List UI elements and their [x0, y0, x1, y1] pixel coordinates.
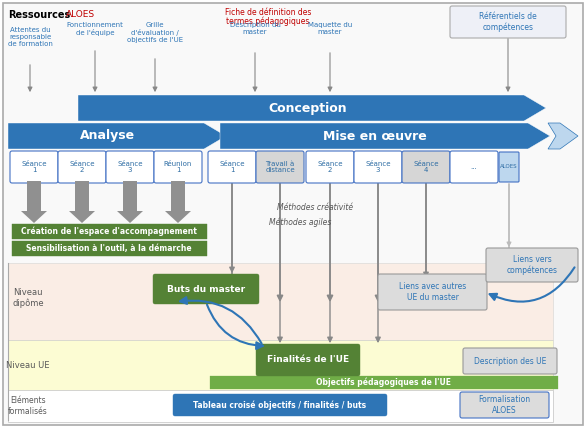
- Text: Mise en œuvre: Mise en œuvre: [323, 130, 427, 143]
- Text: Séance
2: Séance 2: [69, 160, 95, 173]
- Text: Séance
1: Séance 1: [219, 160, 245, 173]
- Text: Séance
4: Séance 4: [413, 160, 439, 173]
- FancyBboxPatch shape: [450, 6, 566, 38]
- Text: Finalités de l'UE: Finalités de l'UE: [267, 356, 349, 365]
- Text: Attentes du
responsable
de formation: Attentes du responsable de formation: [8, 27, 52, 47]
- FancyBboxPatch shape: [208, 151, 256, 183]
- FancyBboxPatch shape: [153, 274, 259, 304]
- Polygon shape: [548, 123, 578, 149]
- Text: Objectifs pédagogiques de l'UE: Objectifs pédagogiques de l'UE: [316, 378, 451, 387]
- Text: Formalisation
ALOES: Formalisation ALOES: [478, 395, 530, 415]
- Bar: [8, 340, 553, 392]
- Bar: [12, 224, 207, 239]
- Text: Tableau croisé objectifs / finalités / buts: Tableau croisé objectifs / finalités / b…: [193, 400, 367, 410]
- Polygon shape: [220, 123, 550, 149]
- FancyBboxPatch shape: [154, 151, 202, 183]
- FancyBboxPatch shape: [460, 392, 549, 418]
- Text: Séance
1: Séance 1: [21, 160, 47, 173]
- Text: Grille
d'évaluation /
objectifs de l'UE: Grille d'évaluation / objectifs de l'UE: [127, 22, 183, 43]
- Text: Description du
master: Description du master: [230, 22, 281, 35]
- Text: Niveau
dipôme: Niveau dipôme: [12, 288, 44, 308]
- Text: Liens avec autres
UE du master: Liens avec autres UE du master: [399, 282, 466, 302]
- Text: Séance
2: Séance 2: [317, 160, 343, 173]
- Text: Sensibilisation à l'outil, à la démarche: Sensibilisation à l'outil, à la démarche: [26, 244, 192, 253]
- Text: Eléments
formalisés: Eléments formalisés: [8, 396, 48, 416]
- Polygon shape: [78, 95, 546, 121]
- Polygon shape: [165, 181, 191, 223]
- Text: ...: ...: [471, 164, 478, 170]
- Polygon shape: [21, 181, 47, 223]
- Bar: [12, 241, 207, 256]
- Text: Fonctionnement
de l'équipe: Fonctionnement de l'équipe: [67, 22, 124, 36]
- FancyBboxPatch shape: [256, 151, 304, 183]
- FancyBboxPatch shape: [173, 394, 387, 416]
- FancyBboxPatch shape: [463, 348, 557, 374]
- FancyArrowPatch shape: [490, 268, 574, 302]
- Text: Séance
3: Séance 3: [117, 160, 143, 173]
- Text: termes pédagogiques: termes pédagogiques: [226, 16, 309, 26]
- FancyBboxPatch shape: [58, 151, 106, 183]
- Text: Maquette du
master: Maquette du master: [308, 22, 352, 35]
- Text: Réunion
1: Réunion 1: [164, 160, 192, 173]
- FancyBboxPatch shape: [499, 152, 519, 182]
- Text: Description des UE: Description des UE: [474, 357, 546, 366]
- Bar: [8, 263, 553, 340]
- FancyBboxPatch shape: [306, 151, 354, 183]
- Polygon shape: [69, 181, 95, 223]
- Bar: [8, 390, 553, 422]
- Text: ALOES: ALOES: [500, 164, 518, 169]
- FancyArrowPatch shape: [207, 305, 263, 349]
- FancyArrowPatch shape: [180, 297, 262, 344]
- FancyBboxPatch shape: [106, 151, 154, 183]
- Text: Référentiels de
compétences: Référentiels de compétences: [479, 12, 537, 32]
- Text: Travail à
distance: Travail à distance: [265, 160, 295, 173]
- Text: Conception: Conception: [269, 101, 347, 115]
- FancyBboxPatch shape: [402, 151, 450, 183]
- Text: Séance
3: Séance 3: [365, 160, 391, 173]
- Text: Création de l'espace d'accompagnement: Création de l'espace d'accompagnement: [21, 227, 197, 236]
- FancyBboxPatch shape: [256, 344, 360, 376]
- Text: Fiche de définition des: Fiche de définition des: [225, 8, 311, 17]
- FancyBboxPatch shape: [486, 248, 578, 282]
- Text: Méthodes agiles: Méthodes agiles: [269, 217, 331, 227]
- Text: Méthodes créativité: Méthodes créativité: [277, 202, 353, 211]
- FancyBboxPatch shape: [354, 151, 402, 183]
- FancyBboxPatch shape: [450, 151, 498, 183]
- Text: Ressources: Ressources: [8, 10, 70, 20]
- Polygon shape: [8, 123, 226, 149]
- Text: Analyse: Analyse: [80, 130, 135, 143]
- Text: Liens vers
compétences: Liens vers compétences: [506, 255, 557, 275]
- Text: Niveau UE: Niveau UE: [6, 362, 50, 371]
- Polygon shape: [117, 181, 143, 223]
- Text: Buts du master: Buts du master: [167, 285, 245, 294]
- Bar: [210, 376, 558, 389]
- FancyBboxPatch shape: [378, 274, 487, 310]
- FancyBboxPatch shape: [10, 151, 58, 183]
- Text: ALOES: ALOES: [66, 10, 95, 19]
